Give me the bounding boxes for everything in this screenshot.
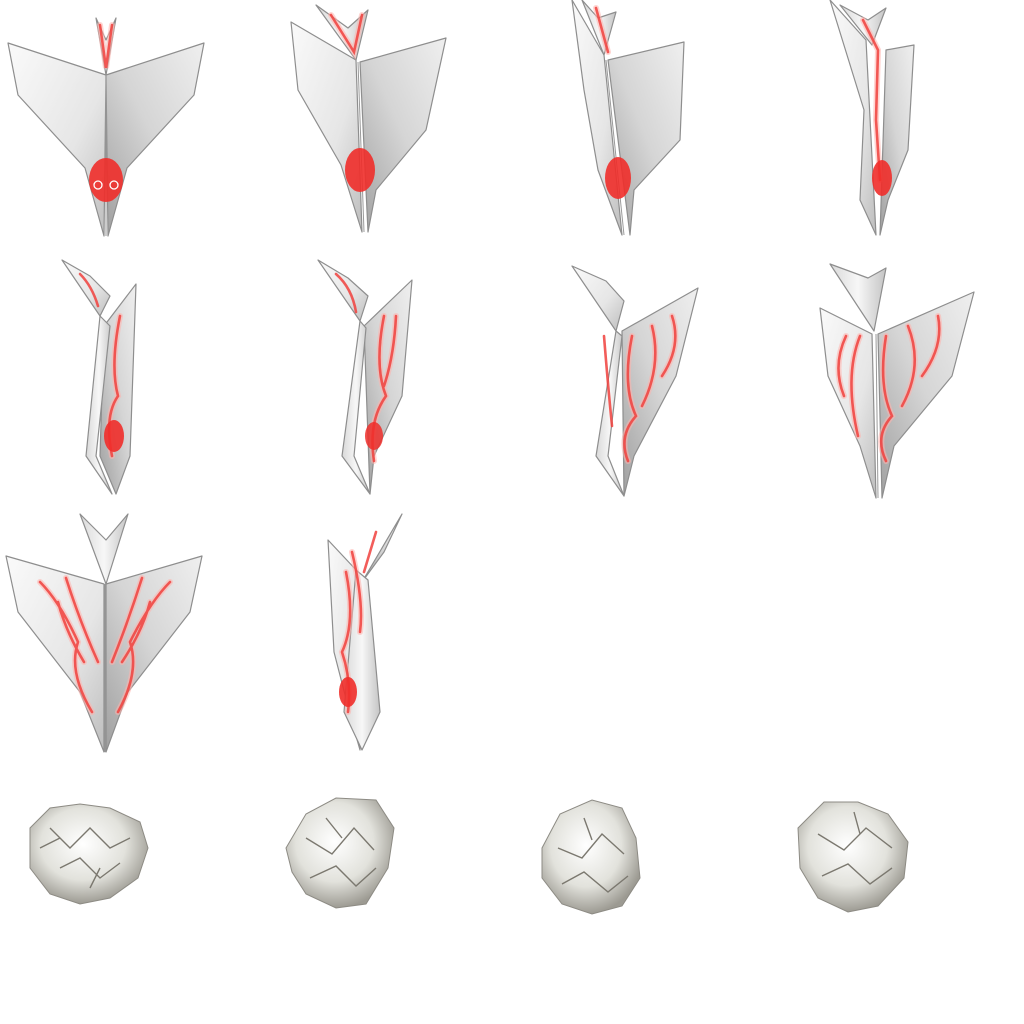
crumple-frame-3 bbox=[512, 768, 768, 1024]
plane-frame-3 bbox=[512, 0, 768, 256]
crumple-frame-1 bbox=[0, 768, 256, 1024]
plane-frame-9 bbox=[0, 512, 256, 768]
crumple-frame-4 bbox=[768, 768, 1024, 1024]
plane-frame-2 bbox=[256, 0, 512, 256]
plane-frame-1 bbox=[0, 0, 256, 256]
plane-frame-5 bbox=[0, 256, 256, 512]
plane-frame-8 bbox=[768, 256, 1024, 512]
plane-frame-4 bbox=[768, 0, 1024, 256]
plane-frame-10 bbox=[256, 512, 512, 768]
crumple-frame-2 bbox=[256, 768, 512, 1024]
plane-frame-7 bbox=[512, 256, 768, 512]
plane-frame-6 bbox=[256, 256, 512, 512]
